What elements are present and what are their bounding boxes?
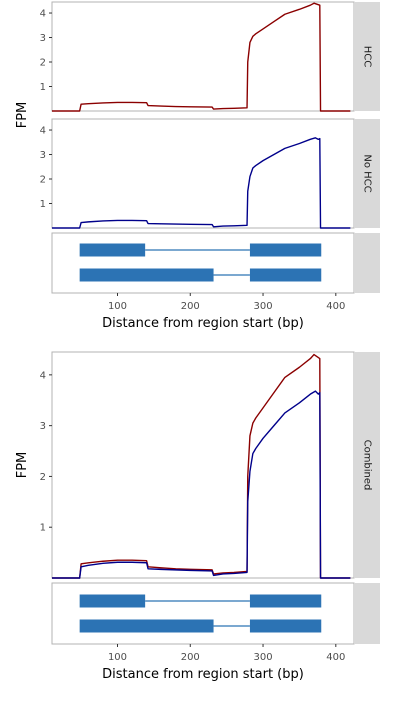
exon-block: [249, 619, 322, 633]
x-axis-title: Distance from region start (bp): [102, 667, 304, 682]
series-line-no-hcc: [52, 137, 351, 229]
facet-strip: [355, 233, 380, 293]
facet-strip-label: HCC: [362, 46, 373, 68]
x-tick-label: 300: [253, 301, 272, 312]
transcript-2: [79, 268, 322, 282]
panel-hcc: 1 2 3 4 HCC: [40, 1, 380, 112]
x-tick-label: 400: [326, 652, 345, 663]
facet-strip-label: Combined: [362, 440, 373, 491]
y-tick-label: 3: [40, 33, 46, 44]
transcript-2: [79, 619, 322, 633]
transcript-1: [79, 243, 322, 257]
y-tick-label: 4: [40, 9, 46, 20]
exon-block: [79, 243, 146, 257]
y-tick-label: 1: [40, 523, 46, 534]
y-axis-title: FPM: [15, 102, 30, 129]
y-tick-label: 2: [40, 472, 46, 483]
exon-block: [249, 268, 322, 282]
facet-strip: [355, 119, 380, 228]
y-tick-label: 2: [40, 58, 46, 69]
panel-frame: [51, 232, 355, 294]
exon-block: [79, 268, 214, 282]
exon-block: [79, 594, 146, 608]
panel-frame: [51, 351, 355, 579]
y-tick-label: 2: [40, 175, 46, 186]
series-line-no-hcc: [52, 390, 351, 579]
x-tick-label: 200: [181, 301, 200, 312]
facet-strip: [355, 352, 380, 578]
y-tick-label: 1: [40, 199, 46, 210]
panel-combined: 1 2 3 4 Combined: [40, 351, 380, 579]
facet-strip-label: No HCC: [362, 154, 373, 192]
exon-block: [249, 594, 322, 608]
facet-strip: [355, 2, 380, 111]
x-tick-label: 100: [108, 652, 127, 663]
panel-frame: [51, 1, 355, 112]
series-line-hcc: [52, 2, 351, 112]
y-tick-label: 1: [40, 82, 46, 93]
x-axis-title: Distance from region start (bp): [102, 316, 304, 331]
gene-model-panel: [51, 582, 380, 645]
y-tick-label: 4: [40, 126, 46, 137]
series-line-hcc: [52, 353, 351, 579]
x-tick-label: 100: [108, 301, 127, 312]
panel-frame: [51, 118, 355, 229]
gene-model-panel: [51, 232, 380, 294]
y-axis-title: FPM: [15, 452, 30, 479]
y-tick-label: 4: [40, 370, 46, 381]
chart-2: 1 2 3 4 Combined 100 200 300 400 Distance from re…: [15, 351, 380, 682]
y-tick-label: 3: [40, 150, 46, 161]
chart-1: 1 2 3 4 HCC 1 2 3 4 No HCC 100 200 300 400 Distance fr…: [15, 1, 380, 331]
y-tick-label: 3: [40, 421, 46, 432]
facet-strip: [355, 583, 380, 644]
panel-frame: [51, 582, 355, 645]
exon-block: [249, 243, 322, 257]
x-tick-label: 400: [326, 301, 345, 312]
transcript-1: [79, 594, 322, 608]
exon-block: [79, 619, 214, 633]
panel-no-hcc: 1 2 3 4 No HCC: [40, 118, 380, 229]
x-tick-label: 300: [253, 652, 272, 663]
x-tick-label: 200: [181, 652, 200, 663]
